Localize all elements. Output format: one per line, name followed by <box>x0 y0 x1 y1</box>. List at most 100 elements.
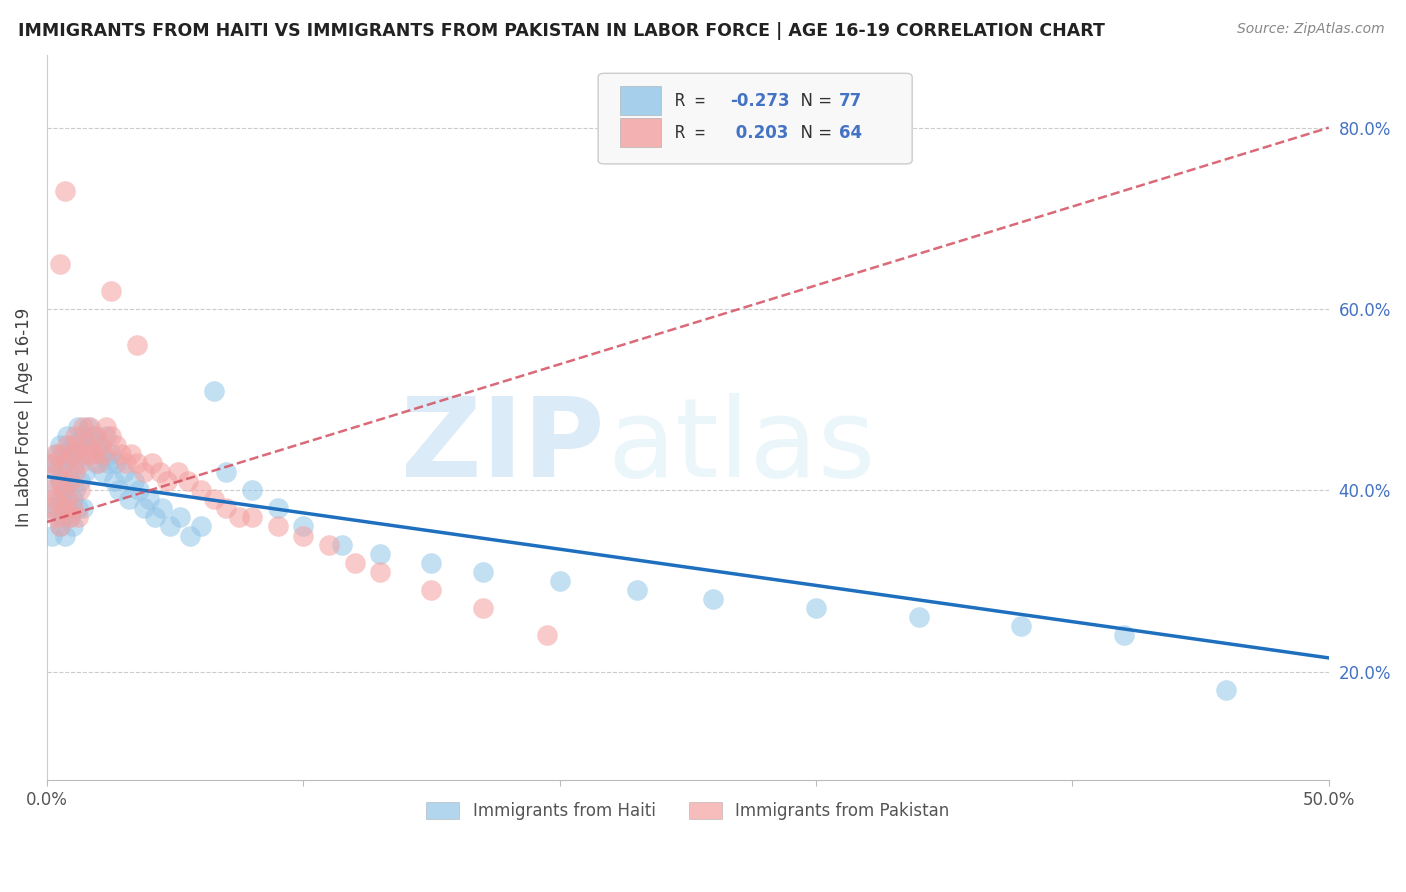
Point <box>62 519 84 533</box>
Point <box>53 528 76 542</box>
Point <box>63 465 86 479</box>
Point <box>94 419 117 434</box>
Text: R =: R = <box>675 124 716 142</box>
Point <box>46 447 69 461</box>
Point <box>62 438 84 452</box>
Point <box>53 483 76 498</box>
Point <box>94 429 117 443</box>
Point <box>66 501 89 516</box>
Point <box>107 483 129 498</box>
Point <box>82 447 104 461</box>
Point <box>48 519 70 533</box>
Point <box>53 447 76 461</box>
Point <box>56 429 79 443</box>
Point <box>75 447 97 461</box>
Point <box>202 384 225 398</box>
Point <box>66 419 89 434</box>
Point <box>103 474 125 488</box>
Point <box>97 456 120 470</box>
Text: R =: R = <box>675 92 716 110</box>
Text: 64: 64 <box>839 124 862 142</box>
Point <box>72 419 94 434</box>
Text: N =: N = <box>790 92 838 110</box>
Point <box>48 474 70 488</box>
Point <box>471 565 494 579</box>
Point <box>134 501 156 516</box>
Point <box>84 429 107 443</box>
Point <box>318 538 340 552</box>
Bar <box>620 119 661 147</box>
Point <box>471 601 494 615</box>
Point <box>72 501 94 516</box>
Point <box>150 501 173 516</box>
Point <box>149 465 172 479</box>
Point <box>90 438 112 452</box>
Point <box>56 438 79 452</box>
Point <box>51 447 73 461</box>
Point <box>122 474 145 488</box>
Point <box>177 474 200 488</box>
Y-axis label: In Labor Force | Age 16-19: In Labor Force | Age 16-19 <box>15 308 32 527</box>
Point <box>292 519 315 533</box>
Point <box>702 592 724 607</box>
Point <box>63 483 86 498</box>
Point <box>44 492 66 507</box>
Point <box>368 565 391 579</box>
Point <box>87 438 110 452</box>
Point <box>548 574 571 588</box>
Point <box>66 438 89 452</box>
Point <box>1112 628 1135 642</box>
Point <box>110 447 132 461</box>
Point <box>626 582 648 597</box>
Text: IMMIGRANTS FROM HAITI VS IMMIGRANTS FROM PAKISTAN IN LABOR FORCE | AGE 16-19 COR: IMMIGRANTS FROM HAITI VS IMMIGRANTS FROM… <box>18 22 1105 40</box>
Text: Source: ZipAtlas.com: Source: ZipAtlas.com <box>1237 22 1385 37</box>
Point <box>62 447 84 461</box>
Point <box>228 510 250 524</box>
Point <box>53 501 76 516</box>
Point <box>87 456 110 470</box>
Point <box>51 492 73 507</box>
Point <box>105 438 128 452</box>
Point <box>368 547 391 561</box>
Point <box>63 429 86 443</box>
Point <box>190 483 212 498</box>
Text: 0.203: 0.203 <box>730 124 789 142</box>
Point <box>105 456 128 470</box>
Point <box>69 474 91 488</box>
Point <box>266 519 288 533</box>
Point <box>125 338 148 352</box>
Point <box>1215 682 1237 697</box>
Point <box>41 501 63 516</box>
Point <box>156 474 179 488</box>
Point <box>69 456 91 470</box>
Point <box>215 465 238 479</box>
Point <box>343 556 366 570</box>
Point <box>44 456 66 470</box>
Point <box>91 465 114 479</box>
Text: ZIP: ZIP <box>401 393 605 500</box>
Point <box>240 510 263 524</box>
Point <box>75 465 97 479</box>
Point <box>125 456 148 470</box>
Point <box>112 465 135 479</box>
Point <box>59 510 82 524</box>
Point <box>46 510 69 524</box>
Point <box>115 456 138 470</box>
Point <box>56 492 79 507</box>
Point <box>75 438 97 452</box>
Point <box>59 447 82 461</box>
Point <box>169 510 191 524</box>
Point <box>138 492 160 507</box>
Point <box>41 456 63 470</box>
Point <box>536 628 558 642</box>
Text: N =: N = <box>790 124 838 142</box>
Point <box>59 474 82 488</box>
Bar <box>620 87 661 115</box>
Point <box>38 501 60 516</box>
Point <box>166 465 188 479</box>
Point <box>77 438 100 452</box>
Point <box>51 483 73 498</box>
Point <box>48 257 70 271</box>
Point <box>91 447 114 461</box>
Point <box>420 556 443 570</box>
